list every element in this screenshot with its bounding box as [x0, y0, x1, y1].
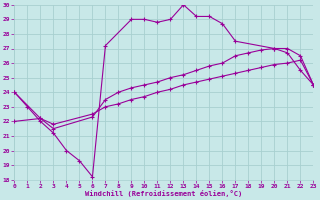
X-axis label: Windchill (Refroidissement éolien,°C): Windchill (Refroidissement éolien,°C) — [85, 190, 243, 197]
